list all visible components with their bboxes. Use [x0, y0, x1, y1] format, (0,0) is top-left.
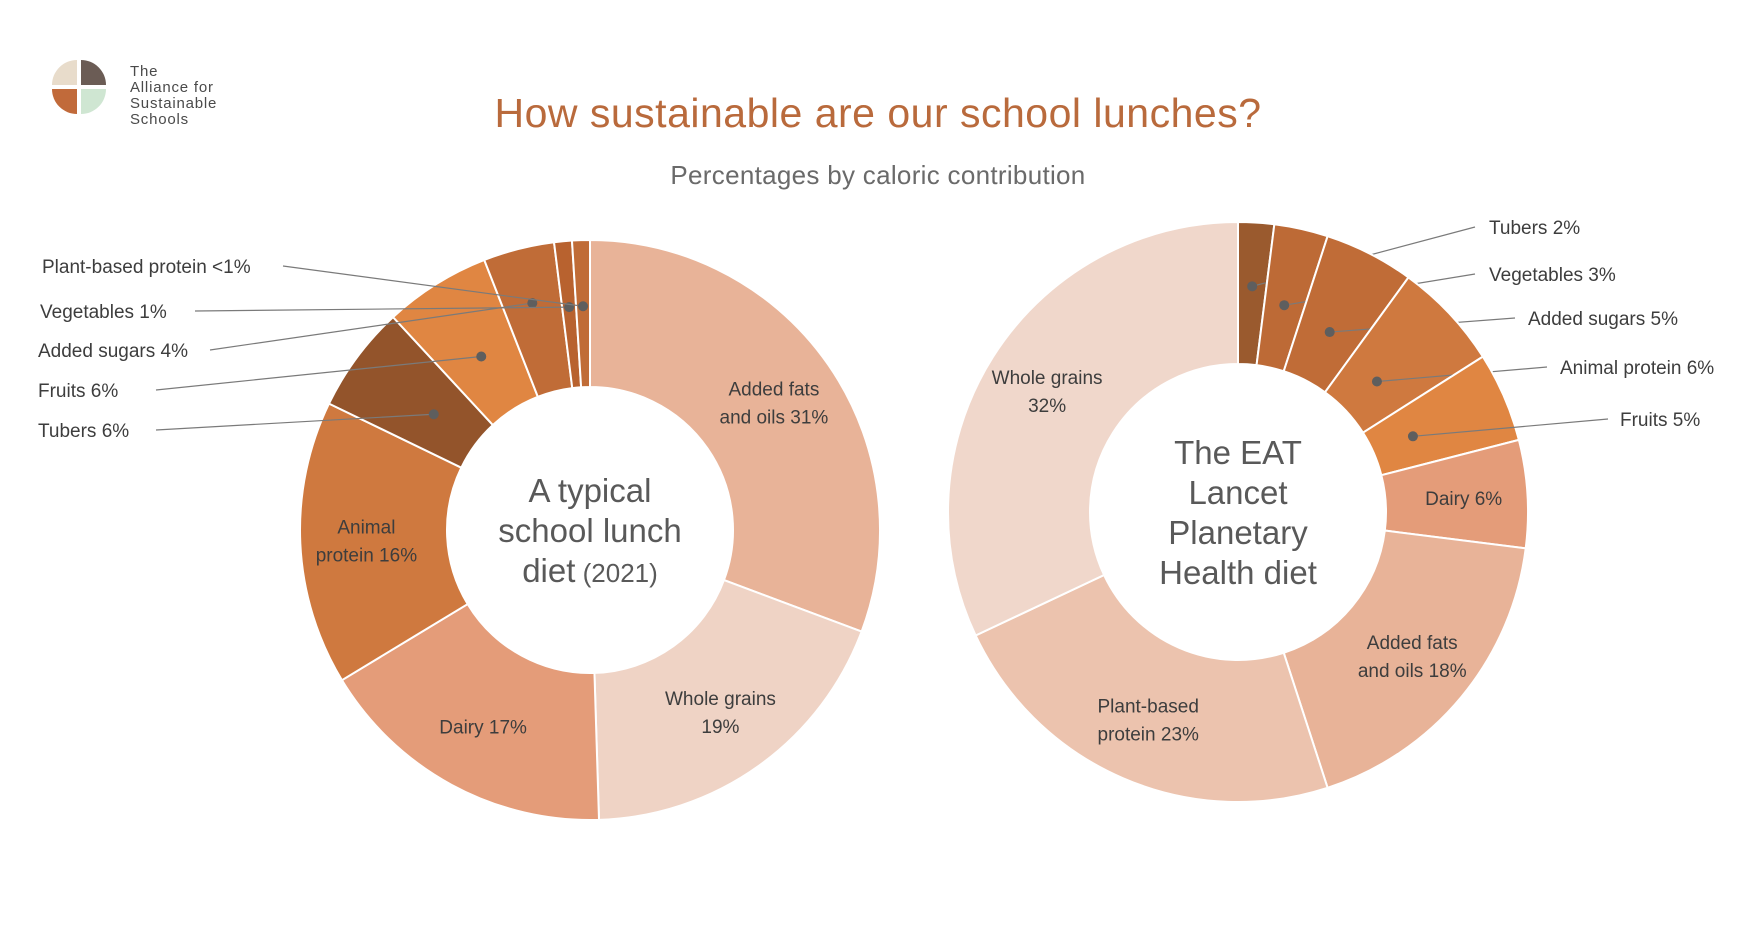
- slice-label-added-fats-and-oils: Added fats: [728, 379, 819, 400]
- leader-line-fruits: [155, 355, 482, 391]
- callout-label-fruits: Fruits 6%: [38, 381, 118, 402]
- leader-dot-fruits: [476, 351, 487, 362]
- logo-line-4: Schools: [130, 111, 189, 128]
- alliance-logo: The Alliance for Sustainable Schools: [52, 60, 322, 134]
- callout-label-fruits: Fruits 5%: [1620, 410, 1700, 431]
- leader-dot-added-sugars: [1324, 327, 1335, 338]
- slice-animal-protein: [299, 402, 470, 682]
- slice-label-added-fats-and-oils: and oils 31%: [720, 407, 829, 428]
- callout-label-added-sugars: Added sugars 5%: [1528, 309, 1678, 330]
- leader-line-plant-based-protein: [282, 265, 584, 307]
- slice-label-whole-grains: Whole grains: [665, 689, 776, 710]
- leader-dot-tubers: [428, 409, 439, 420]
- center-label: The EAT: [1174, 434, 1302, 471]
- slice-plant-based-protein: [570, 238, 591, 389]
- logo-text: The Alliance for Sustainable Schools: [130, 64, 217, 128]
- slice-label-whole-grains: Whole grains: [992, 368, 1103, 389]
- center-label-suffix: (2021): [575, 558, 657, 588]
- slice-added-fats-and-oils: [1282, 529, 1527, 790]
- slice-whole-grains: [947, 220, 1239, 637]
- leader-line-fruits: [1412, 418, 1609, 437]
- callout-label-vegetables: Vegetables 1%: [40, 302, 167, 323]
- callout-label-animal-protein: Animal protein 6%: [1560, 358, 1714, 379]
- leader-dot-animal-protein: [1371, 376, 1382, 387]
- page-subtitle: Percentages by caloric contribution: [670, 160, 1086, 190]
- slice-whole-grains: [593, 578, 863, 821]
- slice-label-added-fats-and-oils: and oils 18%: [1358, 661, 1467, 682]
- leader-line-vegetables: [194, 306, 570, 312]
- slice-added-fats-and-oils: [589, 238, 881, 633]
- slice-label-plant-based-protein: Plant-based: [1098, 697, 1199, 718]
- slice-label-dairy: Dairy 17%: [439, 718, 527, 739]
- center-label: A typical: [529, 472, 652, 509]
- logo-quadrant: [52, 60, 77, 85]
- leader-dot-fruits: [1407, 431, 1418, 442]
- leader-dot-tubers: [1247, 281, 1258, 292]
- slice-label-added-fats-and-oils: Added fats: [1367, 633, 1458, 654]
- callout-label-tubers: Tubers 6%: [38, 421, 129, 442]
- leader-dot-vegetables: [1279, 300, 1290, 311]
- slice-label-dairy: Dairy 6%: [1425, 489, 1502, 510]
- slice-label-whole-grains: 32%: [1028, 396, 1066, 417]
- donut-chart-2: Tubers 2% Vegetables 3% Added sugars 5% Ani…: [947, 218, 1714, 803]
- slice-dairy: [340, 602, 601, 821]
- callout-label-added-sugars: Added sugars 4%: [38, 341, 188, 362]
- donut-chart-1: Added fats and oils 31% Whole grains 19% Dai…: [38, 238, 881, 821]
- slice-label-plant-based-protein: protein 23%: [1098, 725, 1200, 746]
- callout-label-vegetables: Vegetables 3%: [1489, 265, 1616, 286]
- slice-label-animal-protein: Animal: [337, 517, 395, 538]
- page-title: How sustainable are our school lunches?: [494, 90, 1262, 136]
- logo-quadrant: [81, 89, 106, 114]
- logo-mark-icon: [52, 60, 106, 114]
- logo-line-3: Sustainable: [130, 95, 218, 112]
- center-label: Planetary: [1168, 514, 1308, 551]
- center-label: diet (2021): [522, 552, 658, 589]
- slice-plant-based-protein: [974, 573, 1329, 803]
- center-label: Lancet: [1188, 474, 1287, 511]
- center-label: school lunch: [498, 512, 681, 549]
- callout-label-tubers: Tubers 2%: [1489, 218, 1580, 239]
- logo-line-2: Alliance for: [130, 79, 214, 96]
- logo-quadrant: [81, 60, 106, 85]
- callout-label-plant-based-protein: Plant-based protein <1%: [42, 257, 251, 278]
- logo-line-1: The: [130, 63, 159, 80]
- logo-quadrant: [52, 89, 77, 114]
- slice-label-animal-protein: protein 16%: [316, 545, 418, 566]
- leader-dot-added-sugars: [527, 298, 538, 309]
- leader-line-added-sugars: [209, 302, 533, 351]
- leader-line-tubers: [155, 413, 434, 431]
- slice-label-whole-grains: 19%: [701, 717, 739, 738]
- center-label: Health diet: [1159, 554, 1317, 591]
- leader-dot-plant-based-protein: [578, 301, 589, 312]
